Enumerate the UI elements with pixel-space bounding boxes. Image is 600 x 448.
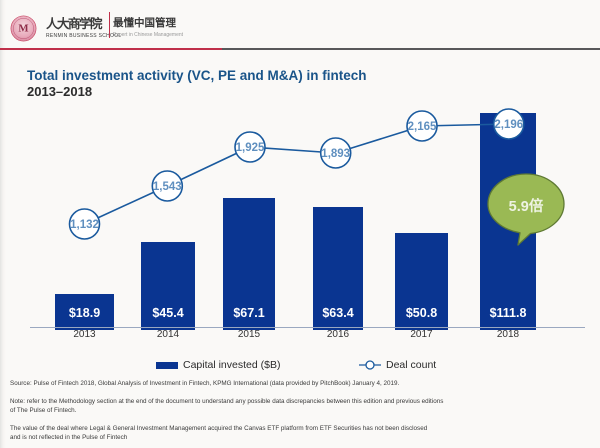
svg-text:1,925: 1,925 bbox=[236, 142, 265, 154]
svg-text:2,196: 2,196 bbox=[494, 119, 523, 131]
svg-text:M: M bbox=[18, 22, 28, 34]
svg-text:1,132: 1,132 bbox=[70, 219, 99, 231]
svg-text:1,543: 1,543 bbox=[153, 181, 182, 193]
svg-text:2,165: 2,165 bbox=[408, 121, 437, 133]
svg-text:1,893: 1,893 bbox=[321, 148, 350, 160]
